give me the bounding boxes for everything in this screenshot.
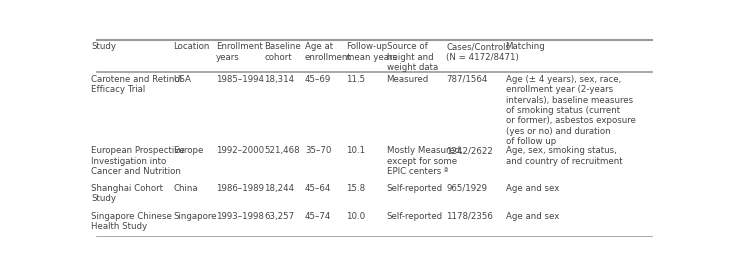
Text: Singapore Chinese
Health Study: Singapore Chinese Health Study: [91, 212, 173, 231]
Text: 35–70: 35–70: [305, 146, 331, 155]
Text: Mostly Measured,
except for some
EPIC centers ª: Mostly Measured, except for some EPIC ce…: [387, 146, 462, 176]
Text: 1986–1989: 1986–1989: [216, 184, 264, 193]
Text: Baseline
cohort: Baseline cohort: [264, 42, 301, 61]
Text: 45–69: 45–69: [305, 75, 331, 84]
Text: 11.5: 11.5: [346, 75, 365, 84]
Text: 787/1564: 787/1564: [446, 75, 488, 84]
Text: 10.0: 10.0: [346, 212, 365, 221]
Text: 1985–1994: 1985–1994: [216, 75, 264, 84]
Text: European Prospective
Investigation into
Cancer and Nutrition: European Prospective Investigation into …: [91, 146, 185, 176]
Text: 18,244: 18,244: [264, 184, 295, 193]
Text: Age, sex, smoking status,
and country of recruitment: Age, sex, smoking status, and country of…: [506, 146, 622, 165]
Text: Age and sex: Age and sex: [506, 184, 559, 193]
Text: 1992–2000: 1992–2000: [216, 146, 264, 155]
Text: Study: Study: [91, 42, 116, 51]
Text: Source of
height and
weight data: Source of height and weight data: [387, 42, 438, 72]
Text: 15.8: 15.8: [346, 184, 365, 193]
Text: 1178/2356: 1178/2356: [446, 212, 493, 221]
Text: Self-reported: Self-reported: [387, 184, 443, 193]
Text: 10.1: 10.1: [346, 146, 365, 155]
Text: 18,314: 18,314: [264, 75, 295, 84]
Text: Carotene and Retinol
Efficacy Trial: Carotene and Retinol Efficacy Trial: [91, 75, 182, 94]
Text: 521,468: 521,468: [264, 146, 300, 155]
Text: 45–64: 45–64: [305, 184, 331, 193]
Text: Self-reported: Self-reported: [387, 212, 443, 221]
Text: USA: USA: [173, 75, 192, 84]
Text: 1242/2622: 1242/2622: [446, 146, 493, 155]
Text: Age at
enrollment: Age at enrollment: [305, 42, 352, 61]
Text: Age and sex: Age and sex: [506, 212, 559, 221]
Text: Measured: Measured: [387, 75, 429, 84]
Text: Matching: Matching: [506, 42, 545, 51]
Text: 45–74: 45–74: [305, 212, 331, 221]
Text: Cases/Controls
(N = 4172/8471): Cases/Controls (N = 4172/8471): [446, 42, 519, 61]
Text: Age (± 4 years), sex, race,
enrollment year (2-years
intervals), baseline measur: Age (± 4 years), sex, race, enrollment y…: [506, 75, 635, 146]
Text: Singapore: Singapore: [173, 212, 217, 221]
Text: 1993–1998: 1993–1998: [216, 212, 264, 221]
Text: Shanghai Cohort
Study: Shanghai Cohort Study: [91, 184, 163, 203]
Text: China: China: [173, 184, 198, 193]
Text: 965/1929: 965/1929: [446, 184, 487, 193]
Text: 63,257: 63,257: [264, 212, 295, 221]
Text: Location: Location: [173, 42, 210, 51]
Text: Follow-up
mean years: Follow-up mean years: [346, 42, 397, 61]
Text: Europe: Europe: [173, 146, 204, 155]
Text: Enrollment
years: Enrollment years: [216, 42, 263, 61]
